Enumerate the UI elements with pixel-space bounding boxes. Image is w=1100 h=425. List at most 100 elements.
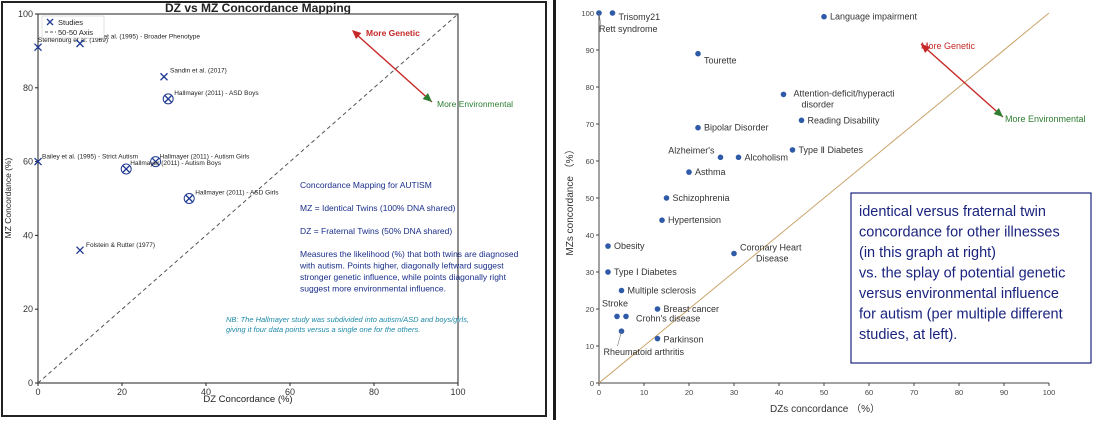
textbox-line: studies, at left). bbox=[859, 327, 957, 343]
right-plot-area: 0 10 20 30 40 50 60 70 80 90 100 0 10 20 30 40 50 60 70 80 9… bbox=[581, 9, 1092, 397]
description-line: with autism. Points higher, diagonally l… bbox=[299, 261, 504, 271]
left-point-x-stroke bbox=[34, 43, 42, 52]
fifty-fifty-axis-line bbox=[37, 13, 459, 384]
left-point-x-stroke bbox=[34, 157, 42, 166]
right-data-point bbox=[654, 335, 661, 342]
right-y-axis-label: MZs concordance （%） bbox=[564, 144, 576, 255]
left-x-tick-label: 0 bbox=[35, 387, 40, 397]
left-point-label: Sandin et al. (2017) bbox=[170, 68, 227, 75]
autism-concordance-chart: DZ vs MZ Concordance Mapping DZ Concorda… bbox=[1, 1, 547, 417]
right-point-label: Stroke bbox=[602, 298, 628, 308]
right-point-label: Hypertension bbox=[668, 215, 721, 225]
right-data-point bbox=[623, 313, 629, 320]
right-point-label: Asthma bbox=[695, 167, 726, 177]
textbox-line: concordance for other illnesses bbox=[859, 225, 1060, 241]
right-data-point bbox=[695, 124, 701, 131]
right-data-point bbox=[618, 287, 625, 294]
more-environmental-arrow-head bbox=[422, 93, 432, 102]
right-x-axis-label: DZs concordance （%） bbox=[770, 403, 880, 415]
textbox-line: versus environmental influence bbox=[859, 286, 1059, 302]
right-y-tick-label: 10 bbox=[586, 342, 594, 351]
left-x-tick-label: 60 bbox=[285, 387, 295, 397]
right-data-point bbox=[798, 117, 805, 124]
right-data-point bbox=[659, 217, 665, 223]
right-point-label: Type Ⅱ Diabetes bbox=[799, 145, 864, 155]
left-point-label: Hallmayer (2011) - ASD Girls bbox=[195, 190, 279, 197]
right-point-label: Trisomy21 bbox=[619, 12, 661, 22]
right-data-point bbox=[654, 306, 661, 312]
left-point-circle bbox=[162, 93, 174, 105]
other-illnesses-panel: DZs concordance （%） MZs concordance （%） … bbox=[563, 0, 1100, 420]
right-point-label: Multiple sclerosis bbox=[628, 286, 697, 296]
left-point-circle bbox=[150, 156, 162, 168]
description-line: MZ = Identical Twins (100% DNA shared) bbox=[300, 203, 456, 213]
description-line: DZ = Fraternal Twins (50% DNA shared) bbox=[300, 226, 452, 236]
left-chart-title: DZ vs MZ Concordance Mapping bbox=[165, 1, 351, 15]
textbox-line: (in this graph at right) bbox=[859, 245, 996, 261]
left-point-label: Hallmayer (2011) - Autism Boys bbox=[130, 160, 222, 167]
left-point-label: Bailey et al. (1995) - Broader Phenotype bbox=[84, 34, 200, 41]
right-data-point bbox=[780, 91, 787, 98]
right-y-tick-label: 20 bbox=[586, 305, 594, 314]
right-y-tick-label: 70 bbox=[586, 120, 594, 129]
right-x-tick-label: 50 bbox=[820, 388, 828, 397]
right-x-tick-label: 30 bbox=[730, 388, 738, 397]
right-point-label: Language impairment bbox=[830, 12, 918, 22]
left-x-axis-label: DZ Concordance (%) bbox=[203, 394, 292, 405]
right-point-label: Breast cancer bbox=[664, 304, 720, 314]
description-line: stronger genetic influence, while points… bbox=[300, 272, 507, 282]
right-point-label: Tourette bbox=[704, 56, 737, 66]
hallmayer-note-line: giving it four data points versus a sing… bbox=[226, 325, 420, 334]
textbox-frame bbox=[850, 192, 1092, 364]
left-plot-area: 0 20 40 60 80 100 0 20 40 60 80 100 Steffenburg et a… bbox=[18, 9, 519, 397]
right-data-point bbox=[695, 50, 701, 57]
right-more-genetic-arrow-line bbox=[920, 43, 1004, 118]
textbox-line: identical versus fraternal twin bbox=[859, 204, 1046, 220]
description-line: suggest more environmental influence. bbox=[300, 284, 446, 294]
right-point-label: Alcoholism bbox=[745, 152, 789, 162]
more-genetic-arrow-line bbox=[355, 33, 433, 103]
right-x-tick-label: 70 bbox=[910, 388, 918, 397]
left-data-point bbox=[150, 156, 162, 168]
right-x-tick-label: 0 bbox=[597, 388, 601, 397]
right-point-label: Rheumatoid arthritis bbox=[604, 347, 685, 357]
right-point-label: Schizophrenia bbox=[673, 193, 730, 203]
left-point-x-stroke bbox=[76, 39, 84, 48]
right-data-point bbox=[614, 313, 620, 320]
left-data-point bbox=[183, 193, 195, 204]
textbox-line: vs. the splay of potential genetic bbox=[859, 266, 1065, 282]
left-point-x-stroke bbox=[122, 165, 131, 173]
right-point-label: Attention-deficit/hyperacti disorder bbox=[794, 88, 895, 109]
right-y-tick-label: 100 bbox=[581, 9, 594, 18]
right-x-tick-label: 60 bbox=[865, 388, 873, 397]
right-y-tick-label: 90 bbox=[586, 46, 594, 55]
right-data-point bbox=[717, 154, 724, 161]
left-frame bbox=[1, 1, 547, 417]
right-more-genetic-label: More Genetic bbox=[921, 41, 976, 51]
panel-divider bbox=[553, 0, 556, 420]
left-point-label: Hallmayer (2011) - ASD Boys bbox=[174, 90, 259, 97]
rett-connector-line bbox=[598, 12, 602, 27]
left-point-label: Bailey et al. (1995) - Strict Autism bbox=[42, 154, 138, 161]
left-point-label: Folstein & Rutter (1977) bbox=[86, 242, 155, 249]
right-data-point bbox=[605, 269, 611, 275]
left-x-tick-label: 100 bbox=[450, 387, 465, 397]
rheumatoid-connector-line bbox=[617, 331, 622, 347]
more-environmental-label: More Environmental bbox=[437, 99, 513, 109]
right-more-environmental-label: More Environmental bbox=[1005, 114, 1086, 124]
right-more-environmental-arrow-head bbox=[993, 108, 1003, 117]
right-x-tick-label: 90 bbox=[1000, 388, 1008, 397]
left-y-tick-label: 100 bbox=[18, 9, 33, 19]
left-y-tick-label: 60 bbox=[23, 157, 33, 167]
right-data-point bbox=[821, 13, 827, 20]
left-x-tick-label: 20 bbox=[117, 387, 127, 397]
left-point-circle bbox=[120, 163, 132, 175]
left-data-point bbox=[120, 163, 132, 175]
illness-comparison-textbox: identical versus fraternal twin concordan… bbox=[850, 192, 1092, 364]
left-point-label: Steffenburg et al. (1989) bbox=[38, 37, 108, 44]
left-point-circle bbox=[183, 193, 195, 204]
left-point-x-stroke bbox=[164, 94, 173, 103]
left-x-tick-label: 80 bbox=[369, 387, 379, 397]
right-data-point bbox=[789, 147, 796, 153]
right-x-tick-label: 40 bbox=[775, 388, 783, 397]
